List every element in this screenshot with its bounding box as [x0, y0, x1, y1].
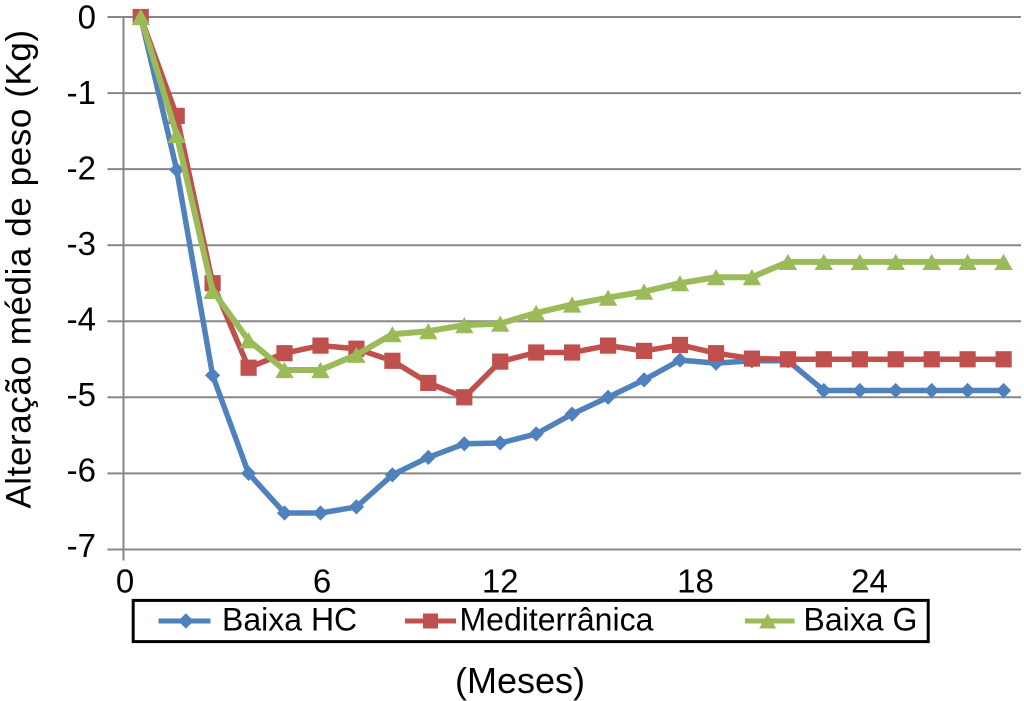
svg-text:(Meses): (Meses) [455, 660, 585, 701]
svg-text:-5: -5 [67, 376, 96, 413]
svg-text:-3: -3 [67, 225, 96, 262]
svg-text:0: 0 [116, 563, 134, 600]
svg-text:6: 6 [313, 563, 331, 600]
svg-text:-6: -6 [67, 451, 96, 488]
svg-text:Alteração média de peso (Kg): Alteração média de peso (Kg) [0, 29, 39, 508]
svg-text:0: 0 [78, 0, 96, 35]
svg-text:-1: -1 [67, 74, 96, 111]
svg-text:-7: -7 [67, 527, 96, 564]
svg-text:Baixa HC: Baixa HC [222, 602, 357, 638]
svg-text:-2: -2 [67, 149, 96, 186]
svg-text:18: 18 [677, 563, 714, 600]
svg-text:Mediterrânica: Mediterrânica [460, 602, 654, 638]
svg-text:24: 24 [851, 563, 888, 600]
svg-text:Baixa G: Baixa G [804, 602, 918, 638]
svg-text:12: 12 [482, 563, 519, 600]
svg-text:-4: -4 [67, 300, 96, 337]
